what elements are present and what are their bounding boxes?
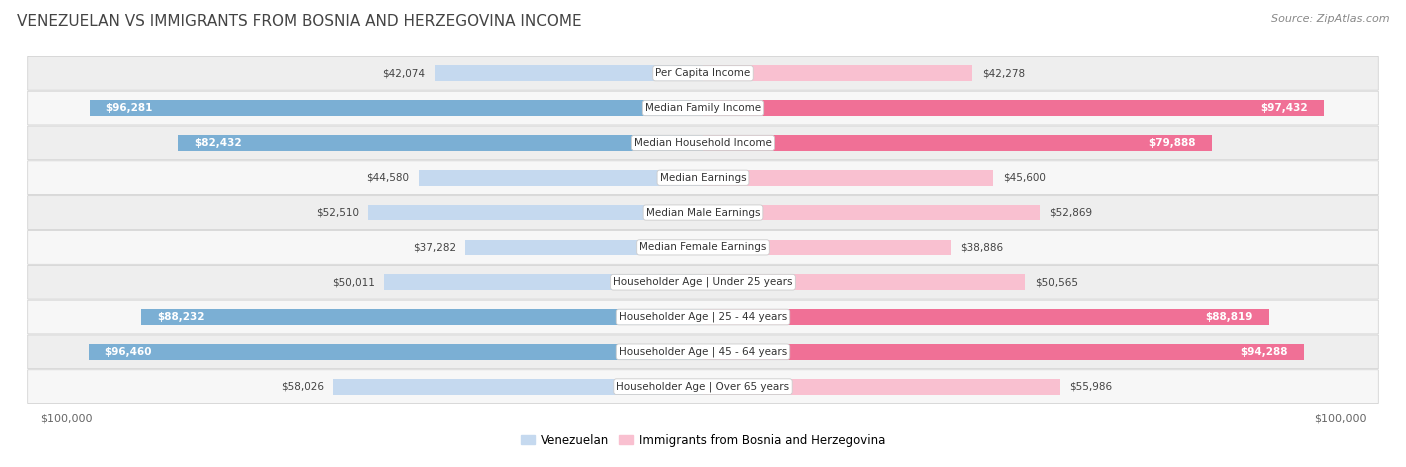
Text: Householder Age | 25 - 44 years: Householder Age | 25 - 44 years [619,312,787,322]
Legend: Venezuelan, Immigrants from Bosnia and Herzegovina: Venezuelan, Immigrants from Bosnia and H… [516,429,890,452]
Text: $79,888: $79,888 [1149,138,1197,148]
Bar [703,379,1060,395]
Text: $96,281: $96,281 [105,103,153,113]
Text: $82,432: $82,432 [194,138,242,148]
Text: Per Capita Income: Per Capita Income [655,68,751,78]
Bar [434,65,703,81]
FancyBboxPatch shape [28,91,1378,125]
Text: Householder Age | Over 65 years: Householder Age | Over 65 years [616,382,790,392]
Text: $50,011: $50,011 [332,277,375,287]
Bar [703,309,1268,325]
Text: $42,074: $42,074 [382,68,426,78]
Text: Median Earnings: Median Earnings [659,173,747,183]
FancyBboxPatch shape [28,196,1378,229]
Text: Source: ZipAtlas.com: Source: ZipAtlas.com [1271,14,1389,24]
FancyBboxPatch shape [28,231,1378,264]
Bar [141,309,703,325]
Bar [179,135,703,151]
Text: $42,278: $42,278 [981,68,1025,78]
Bar [703,170,994,185]
Bar [465,240,703,255]
FancyBboxPatch shape [28,335,1378,369]
Text: $88,232: $88,232 [157,312,204,322]
Text: $44,580: $44,580 [367,173,409,183]
Bar [703,135,1212,151]
Text: $55,986: $55,986 [1069,382,1112,392]
Text: $52,869: $52,869 [1049,207,1092,218]
Bar [333,379,703,395]
Text: Householder Age | Under 25 years: Householder Age | Under 25 years [613,277,793,288]
Text: $45,600: $45,600 [1002,173,1046,183]
FancyBboxPatch shape [28,126,1378,160]
FancyBboxPatch shape [28,300,1378,334]
Bar [384,274,703,290]
Bar [703,205,1040,220]
Text: Median Household Income: Median Household Income [634,138,772,148]
Bar [419,170,703,185]
Bar [89,344,703,360]
Bar [90,100,703,116]
Text: $58,026: $58,026 [281,382,323,392]
Text: $88,819: $88,819 [1205,312,1253,322]
Text: $37,282: $37,282 [413,242,456,252]
Bar [703,240,950,255]
Text: $97,432: $97,432 [1260,103,1308,113]
Bar [703,65,973,81]
Text: $38,886: $38,886 [960,242,1004,252]
FancyBboxPatch shape [28,370,1378,403]
FancyBboxPatch shape [28,265,1378,299]
Text: Median Male Earnings: Median Male Earnings [645,207,761,218]
Bar [703,274,1025,290]
Text: $94,288: $94,288 [1240,347,1288,357]
Text: Median Female Earnings: Median Female Earnings [640,242,766,252]
Bar [703,344,1303,360]
FancyBboxPatch shape [28,57,1378,90]
Text: Median Family Income: Median Family Income [645,103,761,113]
Text: $50,565: $50,565 [1035,277,1077,287]
Text: $52,510: $52,510 [316,207,359,218]
Text: VENEZUELAN VS IMMIGRANTS FROM BOSNIA AND HERZEGOVINA INCOME: VENEZUELAN VS IMMIGRANTS FROM BOSNIA AND… [17,14,582,29]
Bar [368,205,703,220]
Text: Householder Age | 45 - 64 years: Householder Age | 45 - 64 years [619,347,787,357]
Bar [703,100,1323,116]
FancyBboxPatch shape [28,161,1378,195]
Text: $96,460: $96,460 [104,347,152,357]
